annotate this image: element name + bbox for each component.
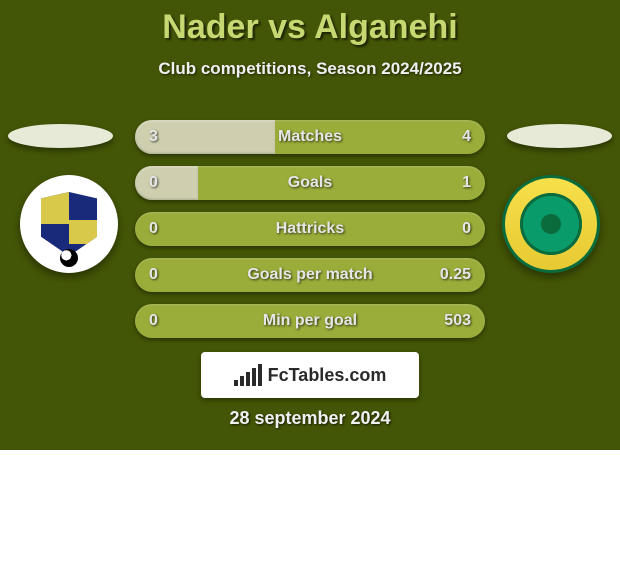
stat-label: Goals per match	[135, 258, 485, 292]
date-label: 28 september 2024	[0, 408, 620, 429]
stat-row-matches: 3 Matches 4	[135, 120, 485, 154]
subtitle: Club competitions, Season 2024/2025	[0, 59, 620, 79]
player-left-oval	[8, 124, 113, 148]
stat-rows: 3 Matches 4 0 Goals 1 0 Hattricks 0 0 Go…	[135, 120, 485, 350]
stat-row-goals-per-match: 0 Goals per match 0.25	[135, 258, 485, 292]
stat-value-right: 0.25	[440, 258, 471, 292]
stat-row-goals: 0 Goals 1	[135, 166, 485, 200]
fctables-logo[interactable]: FcTables.com	[201, 352, 419, 398]
infographic-background: Nader vs Alganehi Club competitions, Sea…	[0, 0, 620, 450]
ball-icon	[60, 249, 78, 267]
stat-value-right: 1	[462, 166, 471, 200]
stat-label: Min per goal	[135, 304, 485, 338]
shield-icon	[41, 192, 97, 256]
stat-label: Hattricks	[135, 212, 485, 246]
player-right-oval	[507, 124, 612, 148]
stat-label: Goals	[135, 166, 485, 200]
stat-row-hattricks: 0 Hattricks 0	[135, 212, 485, 246]
badge-inner-icon	[520, 193, 582, 255]
stat-value-right: 503	[444, 304, 471, 338]
club-badge-left	[20, 175, 118, 273]
stat-value-right: 0	[462, 212, 471, 246]
club-badge-right	[502, 175, 600, 273]
page-title: Nader vs Alganehi	[0, 0, 620, 47]
stat-value-right: 4	[462, 120, 471, 154]
bar-chart-icon	[234, 364, 262, 386]
stat-row-min-per-goal: 0 Min per goal 503	[135, 304, 485, 338]
logo-text: FcTables.com	[268, 365, 387, 386]
stat-label: Matches	[135, 120, 485, 154]
